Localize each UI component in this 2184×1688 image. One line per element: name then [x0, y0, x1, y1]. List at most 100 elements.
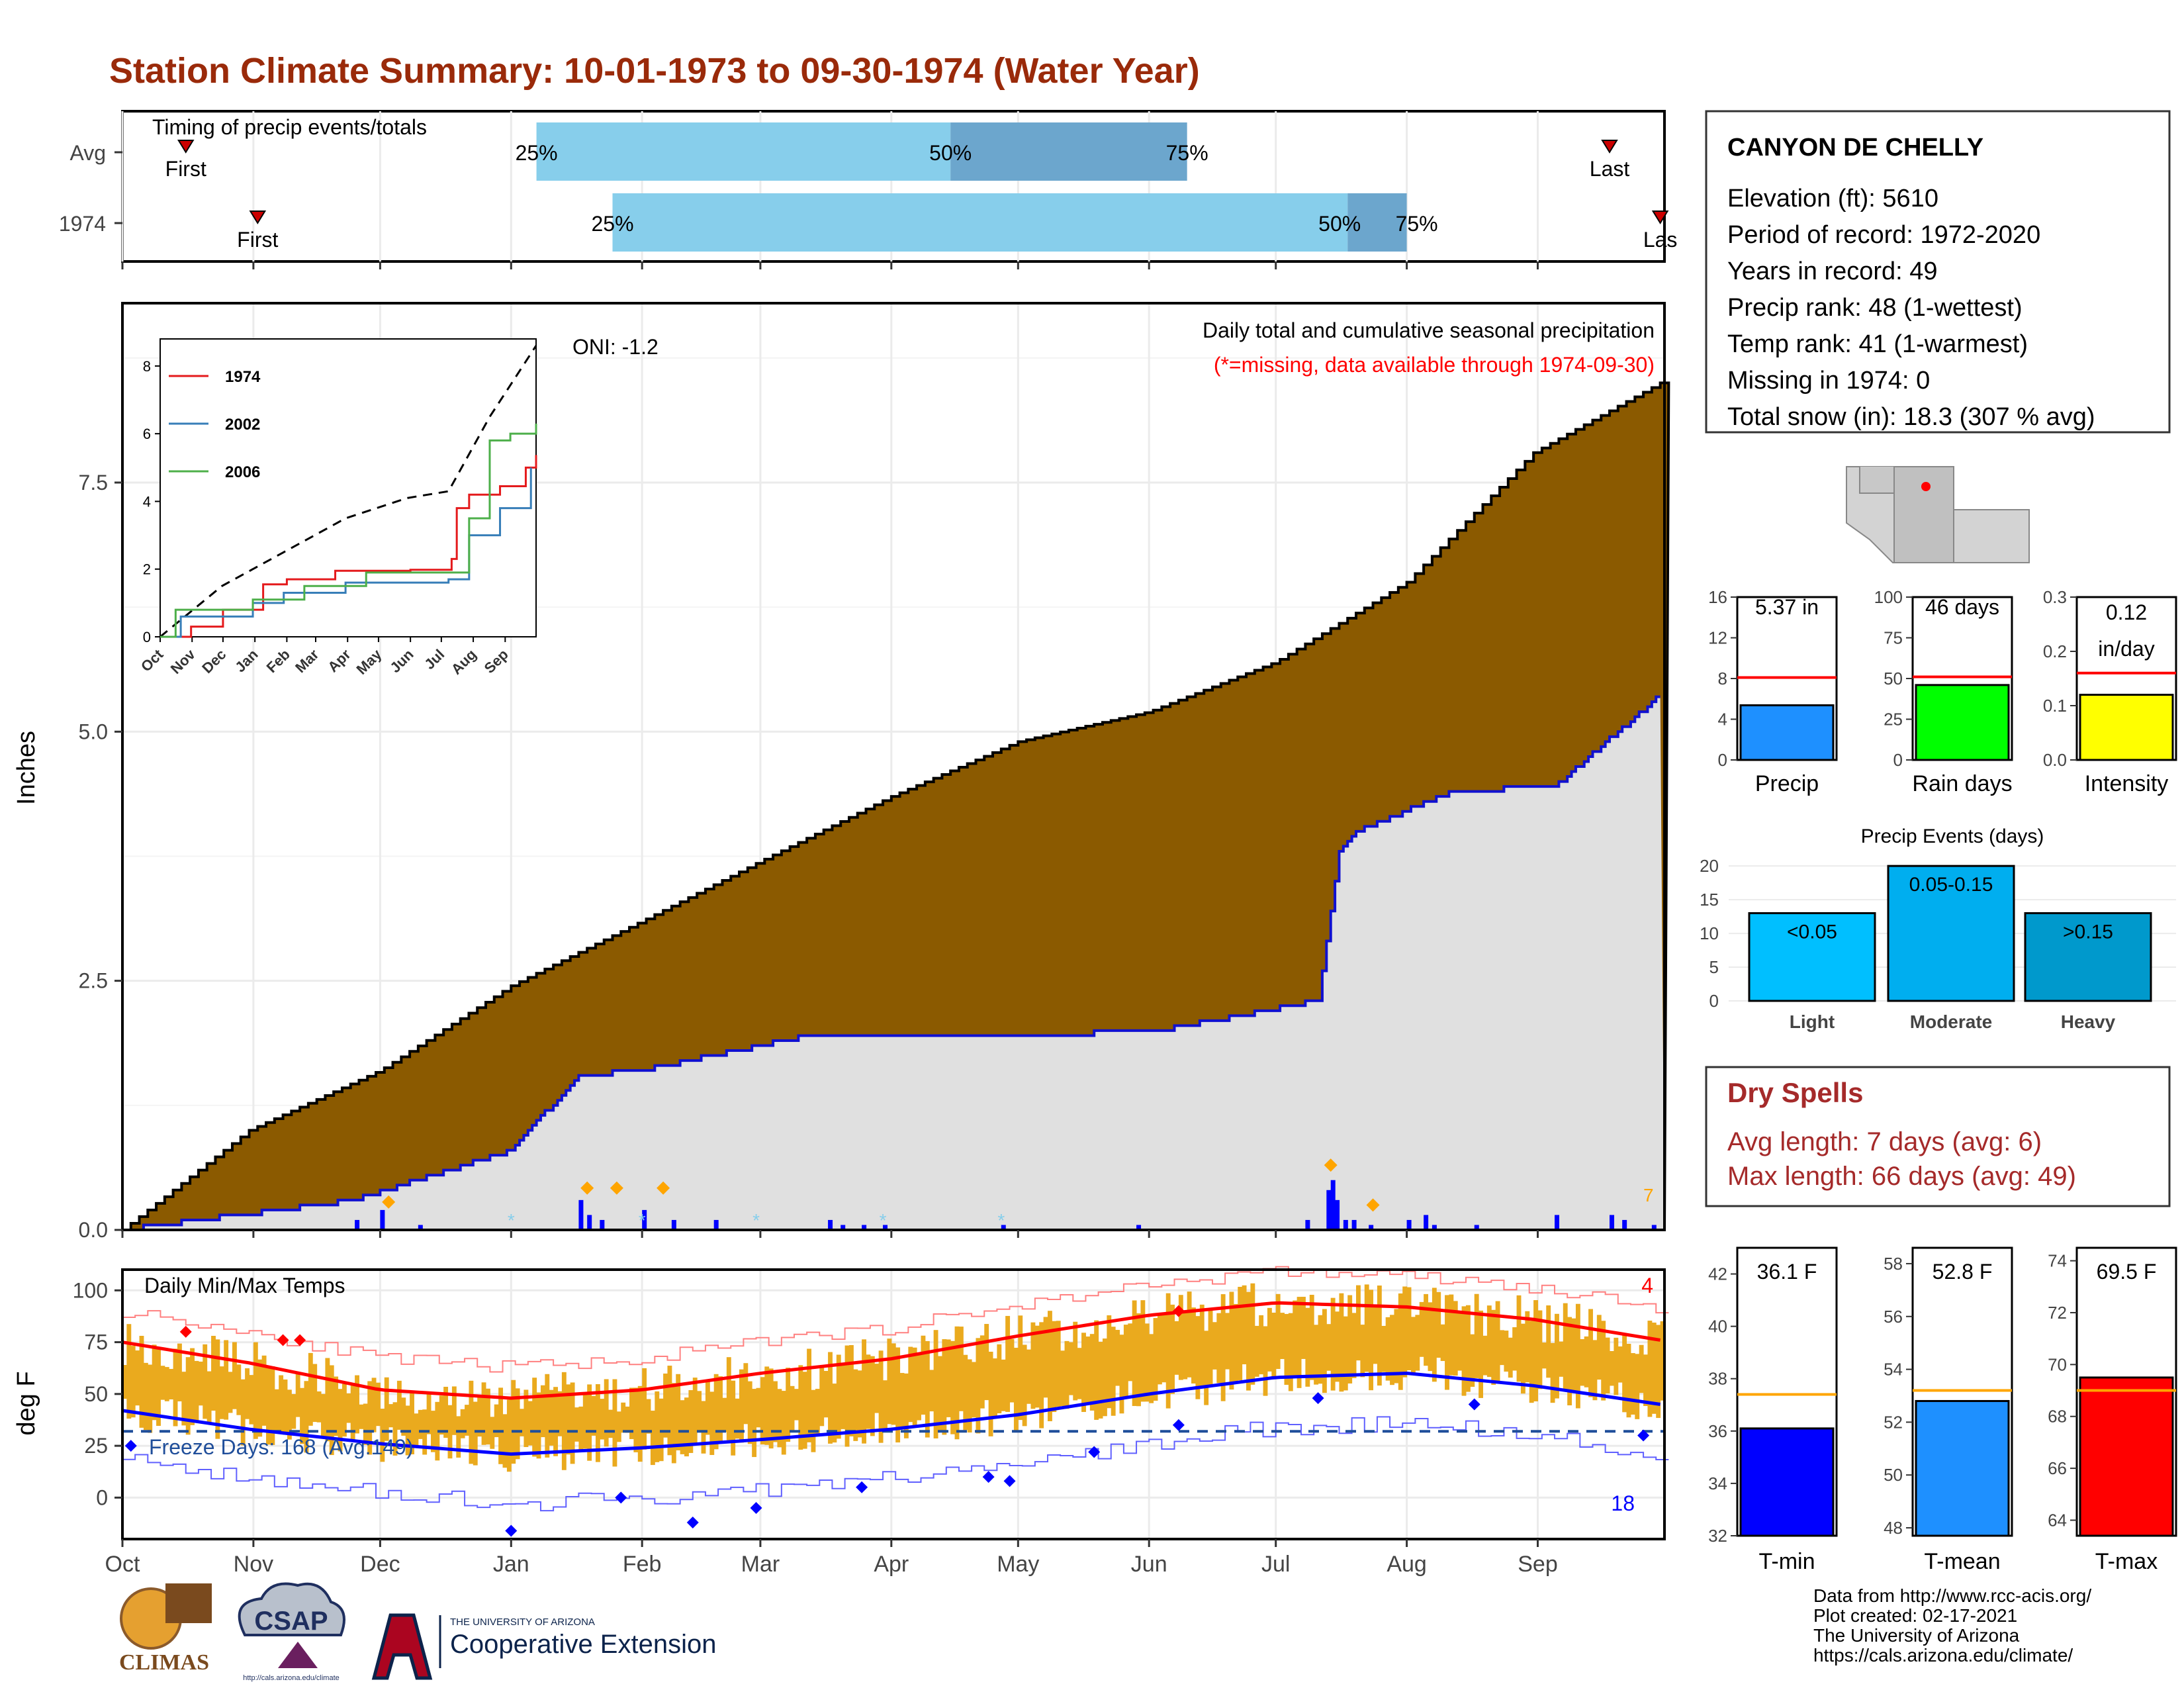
daily-temp-bar	[1048, 1311, 1052, 1421]
daily-temp-bar	[718, 1376, 723, 1442]
year-cumulative-line	[122, 695, 1661, 1231]
daily-temp-bar	[1398, 1293, 1403, 1390]
daily-temp-bar	[1238, 1286, 1243, 1381]
daily-temp-bar	[811, 1389, 816, 1452]
daily-temp-bar	[1128, 1323, 1133, 1382]
temp-ylabel: deg F	[13, 1371, 40, 1435]
daily-temp-bar	[126, 1324, 132, 1419]
daily-temp-bar	[1284, 1313, 1289, 1385]
daily-temp-bar	[1326, 1324, 1332, 1371]
month-label: Feb	[623, 1552, 662, 1577]
daily-temp-bar	[726, 1357, 731, 1440]
month-label: Sep	[1518, 1552, 1558, 1577]
daily-temp-bar	[1601, 1321, 1606, 1401]
daily-temp-bar	[1271, 1312, 1277, 1379]
temp-ytick-label: 25	[84, 1434, 108, 1458]
daily-temp-bar	[972, 1362, 976, 1418]
timing-row-label: 1974	[59, 212, 106, 236]
footer-credits: Data from http://www.rcc-acis.org/Plot c…	[1813, 1585, 2091, 1665]
mini-precip-ytick-label: 0	[1893, 750, 1903, 770]
daily-temp-bar	[523, 1389, 529, 1447]
inset-avg-line	[159, 345, 537, 638]
precip-summary-bars: 5.37 in 0 4 8 12 16 Precip 46 days 0 25 50 75 100 Rai…	[1708, 587, 2177, 796]
mini-precip-ytick-label: 16	[1708, 587, 1727, 607]
mini-temp-bar	[2079, 1376, 2174, 1537]
snow-marker: *	[639, 1210, 646, 1231]
daily-temp-bar	[1165, 1293, 1171, 1409]
month-label: Jul	[1261, 1552, 1290, 1577]
daily-temp-bar	[122, 1364, 127, 1399]
month-label: Nov	[234, 1552, 273, 1577]
daily-temp-bar	[1267, 1307, 1272, 1372]
record-low-marker	[615, 1491, 627, 1504]
mini-temp-ytick-label: 38	[1708, 1369, 1727, 1389]
daily-temp-bar	[1115, 1329, 1120, 1386]
daily-temp-bar	[1119, 1335, 1124, 1414]
daily-temp-bar	[465, 1405, 469, 1436]
daily-precip-bar	[380, 1209, 385, 1230]
mini-temp-ytick-label: 64	[2048, 1510, 2067, 1530]
daily-temp-bar	[439, 1395, 444, 1435]
daily-temp-bar	[181, 1372, 187, 1426]
daily-temp-bar	[1525, 1311, 1530, 1383]
month-label: Oct	[105, 1552, 140, 1577]
daily-temp-bar	[709, 1391, 715, 1455]
daily-temp-bar	[1187, 1291, 1192, 1378]
daily-temp-bar	[1250, 1283, 1255, 1385]
daily-temp-bar	[169, 1368, 174, 1400]
precip-panel: * * * * * 0.0 2.5 5.0 7.5 Inches Daily total and c…	[13, 302, 1670, 1242]
daily-temp-bar	[731, 1380, 736, 1456]
events-bar	[2024, 912, 2152, 1002]
daily-temp-bar	[435, 1401, 440, 1461]
daily-temp-bar	[1500, 1330, 1504, 1366]
daily-precip-bar	[1610, 1215, 1615, 1230]
daily-temp-bar	[841, 1365, 846, 1429]
daily-precip-bar	[671, 1219, 676, 1230]
daily-temp-bar	[1643, 1354, 1648, 1407]
daily-temp-bar	[570, 1382, 575, 1464]
daily-temp-bar	[760, 1377, 765, 1445]
daily-temp-bar	[1149, 1334, 1154, 1403]
daily-temp-bar	[680, 1400, 685, 1454]
daily-temp-bar	[1415, 1315, 1420, 1371]
daily-temp-bar	[295, 1374, 300, 1417]
daily-temp-bar	[511, 1380, 516, 1464]
daily-temp-bar	[1026, 1349, 1031, 1404]
dry-avg: Avg length: 7 days (avg: 6)	[1727, 1127, 2042, 1156]
timing-panel: Timing of precip events/totals Avg 25% 50% 7…	[59, 110, 1677, 269]
daily-temp-bar	[1309, 1295, 1314, 1380]
daily-temp-bar	[1280, 1313, 1285, 1360]
daily-temp-bar	[1318, 1315, 1323, 1384]
daily-temp-bar	[1254, 1325, 1259, 1377]
daily-temp-bar	[663, 1373, 668, 1438]
daily-temp-bar	[582, 1393, 588, 1449]
mini-precip-ytick-label: 0.1	[2043, 696, 2067, 716]
daily-temp-bar	[925, 1340, 930, 1438]
daily-temp-bar	[1161, 1315, 1167, 1383]
last-event-marker	[1601, 140, 1618, 154]
record-low-marker	[1637, 1429, 1650, 1442]
daily-temp-bar	[1242, 1285, 1247, 1364]
map-nevada	[1859, 467, 1897, 494]
daily-temp-bar	[1364, 1284, 1369, 1372]
events-bar	[1887, 865, 2015, 1002]
daily-temp-bar	[1060, 1350, 1066, 1407]
daily-temp-bar	[329, 1365, 334, 1456]
daily-temp-bar	[735, 1398, 740, 1439]
daily-temp-bar	[1339, 1293, 1344, 1392]
daily-temp-bar	[1457, 1312, 1463, 1371]
daily-temp-bar	[1596, 1315, 1602, 1380]
daily-precip-bar	[1651, 1225, 1657, 1230]
mini-precip-value: in/day	[2098, 637, 2154, 661]
daily-temp-bar	[802, 1372, 807, 1449]
mini-temp-ytick-label: 40	[1708, 1317, 1727, 1336]
daily-temp-bar	[917, 1352, 921, 1421]
daily-temp-bar	[540, 1385, 545, 1438]
daily-temp-bar	[768, 1368, 774, 1449]
daily-temp-bar	[545, 1374, 550, 1458]
events-category-label: Light	[1790, 1011, 1835, 1032]
daily-temp-bar	[1030, 1322, 1036, 1409]
mini-precip-value: 0.12	[2106, 600, 2147, 624]
daily-temp-bar	[807, 1348, 812, 1442]
daily-temp-bar	[938, 1356, 942, 1431]
